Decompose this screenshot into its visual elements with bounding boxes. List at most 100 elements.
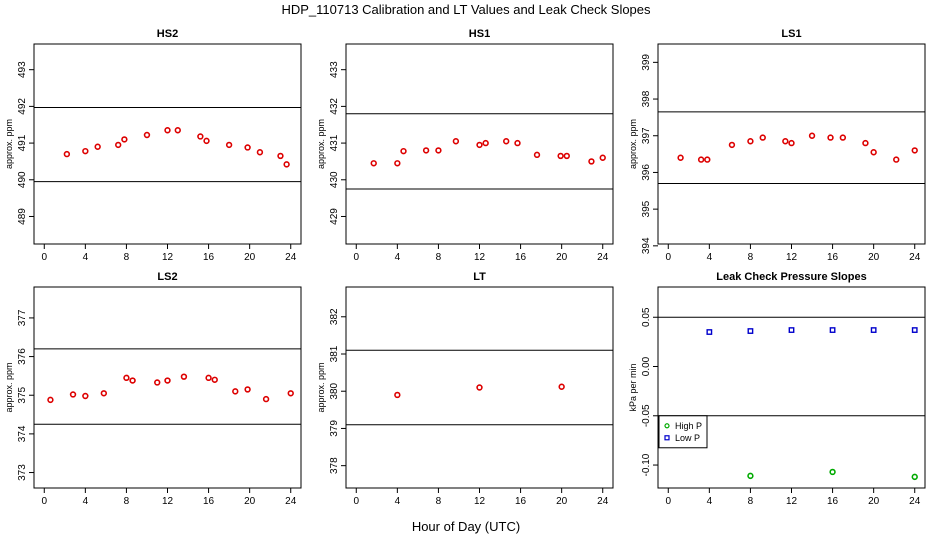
x-tick-label: 16 xyxy=(203,496,215,507)
x-tick-label: 0 xyxy=(41,252,47,263)
data-point xyxy=(277,152,284,160)
data-point xyxy=(533,151,541,159)
data-point xyxy=(143,131,151,139)
y-tick-label: 493 xyxy=(17,61,28,78)
y-tick-label: 398 xyxy=(641,90,652,107)
y-tick-label: 377 xyxy=(17,309,28,326)
data-point xyxy=(827,134,834,141)
y-axis-label: approx. ppm xyxy=(316,119,326,169)
y-tick-label: 375 xyxy=(17,386,28,403)
y-axis-label: approx. ppm xyxy=(316,362,326,412)
x-tick-label: 16 xyxy=(515,496,527,507)
y-tick-label: 373 xyxy=(17,464,28,481)
data-point xyxy=(47,396,54,404)
y-tick-label: 429 xyxy=(329,208,340,225)
panel-4: LS2 0 4 8 12 16 20 24 373 374 375 376 377 approx. ppm xyxy=(4,271,302,507)
y-tick-label: 381 xyxy=(329,345,340,362)
data-point xyxy=(129,377,136,384)
data-point xyxy=(203,137,210,145)
x-tick-label: 0 xyxy=(665,252,671,263)
y-tick-label: 378 xyxy=(329,457,340,474)
data-point xyxy=(63,150,71,158)
y-tick-label: 399 xyxy=(641,54,652,71)
y-tick-label: 379 xyxy=(329,420,340,437)
x-tick-label: 0 xyxy=(41,496,47,507)
data-point xyxy=(599,154,606,161)
data-point xyxy=(94,143,101,150)
x-tick-label: 8 xyxy=(124,252,130,263)
y-tick-label: 489 xyxy=(17,208,28,225)
data-point xyxy=(808,132,816,139)
plot-frame xyxy=(33,43,302,245)
data-point xyxy=(164,127,171,134)
data-point xyxy=(100,390,108,397)
data-point xyxy=(211,376,218,383)
data-point xyxy=(704,156,711,163)
data-point xyxy=(82,147,89,155)
legend: High P Low P xyxy=(658,415,708,449)
data-point xyxy=(870,327,877,333)
data-point xyxy=(829,327,836,333)
y-tick-label: 433 xyxy=(329,61,340,78)
y-axis-label: kPa per min xyxy=(628,363,638,411)
y-tick-label: 432 xyxy=(329,98,340,115)
panel-6: Leak Check Pressure Slopes 0 4 8 12 16 20 24 -0.… xyxy=(628,271,926,507)
y-tick-label: 394 xyxy=(641,237,652,254)
data-point xyxy=(893,156,900,163)
y-axis-label: approx. ppm xyxy=(628,119,638,169)
data-point xyxy=(174,127,181,134)
data-point xyxy=(862,139,869,147)
data-point xyxy=(154,379,161,386)
data-point xyxy=(911,147,918,154)
data-point xyxy=(728,141,736,149)
x-tick-label: 16 xyxy=(827,252,839,263)
x-tick-label: 16 xyxy=(203,252,215,263)
legend-marker xyxy=(664,423,670,429)
x-tick-label: 12 xyxy=(162,252,174,263)
data-point xyxy=(697,156,705,163)
data-point xyxy=(370,160,377,167)
x-tick-label: 12 xyxy=(786,496,798,507)
data-point xyxy=(452,138,460,145)
legend-label: High P xyxy=(675,421,702,431)
panel-title: HS2 xyxy=(157,28,178,40)
panel-title: LS1 xyxy=(781,28,801,40)
x-tick-label: 20 xyxy=(244,252,256,263)
x-tick-label: 4 xyxy=(707,252,713,263)
x-tick-label: 20 xyxy=(556,496,568,507)
x-tick-label: 24 xyxy=(285,496,297,507)
x-tick-label: 4 xyxy=(83,496,89,507)
data-point xyxy=(788,327,795,333)
data-point xyxy=(262,395,270,403)
x-tick-label: 12 xyxy=(474,496,486,507)
plot-frame xyxy=(33,286,302,489)
data-point xyxy=(839,134,847,141)
data-point xyxy=(435,147,442,154)
y-axis-label: approx. ppm xyxy=(4,362,14,412)
x-tick-label: 8 xyxy=(748,252,754,263)
y-tick-label: 382 xyxy=(329,308,340,325)
x-tick-label: 4 xyxy=(707,496,713,507)
data-point xyxy=(69,391,77,398)
plot-frame xyxy=(345,43,614,245)
x-tick-label: 4 xyxy=(395,252,401,263)
data-point xyxy=(706,329,713,335)
panel-3: LS1 0 4 8 12 16 20 24 394 395 396 397 398 399 approx. … xyxy=(628,28,926,263)
data-point xyxy=(394,391,401,399)
x-tick-label: 12 xyxy=(786,252,798,263)
x-tick-label: 20 xyxy=(244,496,256,507)
x-tick-label: 24 xyxy=(597,252,609,263)
data-point xyxy=(476,384,483,391)
data-point xyxy=(911,473,918,481)
y-axis-label: approx. ppm xyxy=(4,119,14,169)
data-point xyxy=(197,133,204,140)
data-point xyxy=(232,388,239,395)
data-point xyxy=(747,138,754,145)
y-tick-label: 397 xyxy=(641,127,652,144)
y-tick-label: 492 xyxy=(17,98,28,115)
panel-title: LS2 xyxy=(157,271,177,283)
data-point xyxy=(394,160,401,167)
data-point xyxy=(782,138,789,145)
data-point xyxy=(400,147,407,155)
